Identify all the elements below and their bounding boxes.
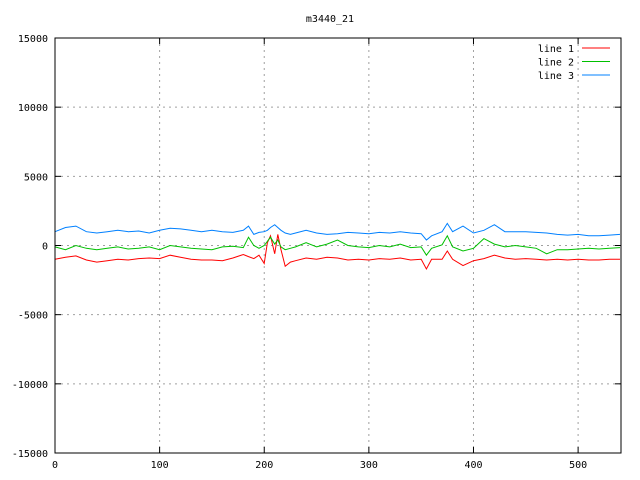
x-tick-label: 500 [569,460,587,471]
x-tick-label: 0 [52,460,58,471]
y-tick-label: 5000 [24,172,48,183]
legend-label: line 2 [538,58,574,69]
x-tick-label: 400 [464,460,482,471]
series-line-2 [54,234,621,257]
plot-border [54,37,622,454]
grid [55,38,621,453]
series-line-1 [54,234,620,271]
y-tick-label: -10000 [12,380,48,391]
y-tick-label: -15000 [12,449,48,460]
chart-title: m3440_21 [306,14,354,25]
legend: line 1 line 2 line 3 [538,44,610,82]
series-group [54,222,621,271]
y-tick-label: 0 [42,242,48,253]
y-tick-label: 15000 [18,34,48,45]
y-tick-label: 10000 [18,103,48,114]
legend-label: line 3 [538,71,574,82]
x-tick-label: 300 [360,460,378,471]
legend-label: line 1 [538,44,574,55]
x-tick-label: 200 [255,460,273,471]
y-tick-label: -5000 [18,311,48,322]
x-tick-label: 100 [151,460,169,471]
axis-ticks: 0 100 200 300 400 500 -15000 -10000 -5000 0 5000 10… [12,34,621,471]
series-line-3 [54,222,621,241]
